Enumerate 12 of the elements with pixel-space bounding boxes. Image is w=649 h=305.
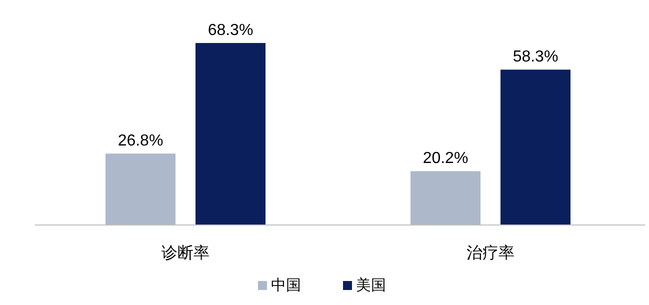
data-label: 68.3% [208,22,254,39]
bar [106,154,176,225]
x-tick-label: 诊断率 [162,244,210,262]
legend-label: 中国 [271,277,301,294]
data-label: 26.8% [118,132,164,150]
bar [500,70,570,225]
legend-label: 美国 [356,277,386,294]
x-tick-label: 治疗率 [466,244,514,262]
data-label: 58.3% [512,48,558,66]
bar [410,171,480,225]
data-label: 20.2% [422,150,468,168]
bar [196,43,266,225]
